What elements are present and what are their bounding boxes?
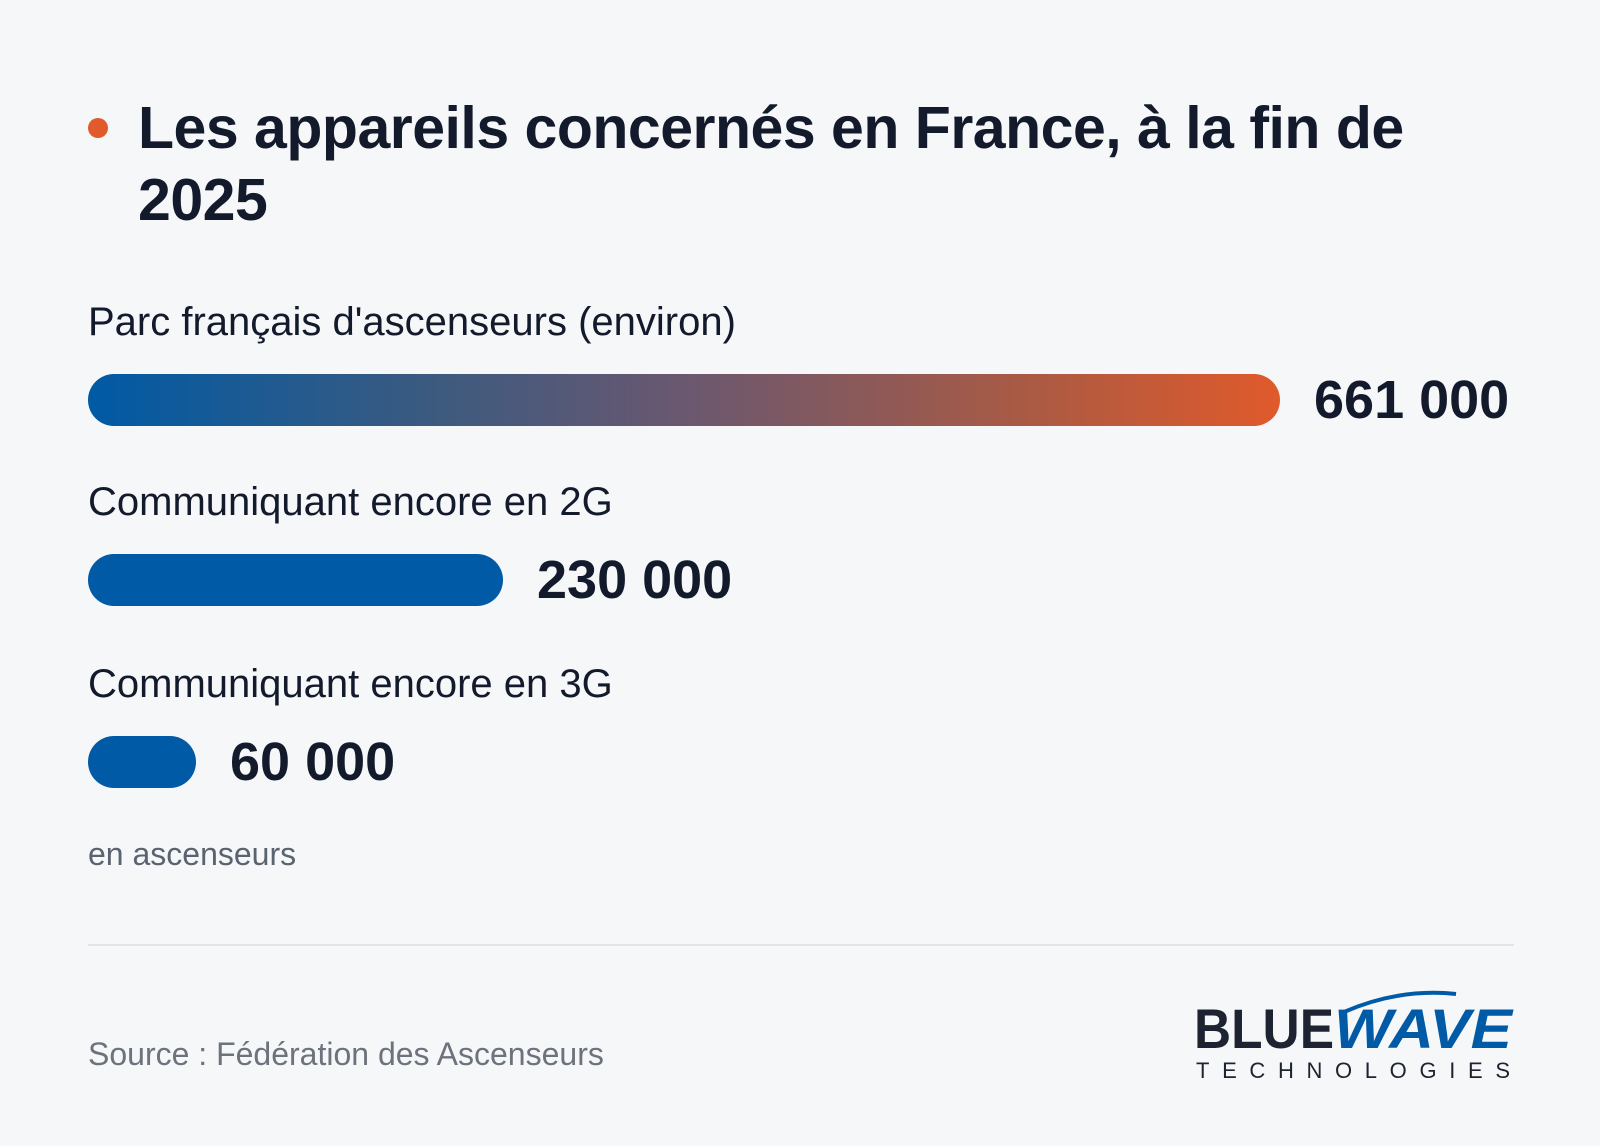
footer-divider bbox=[88, 944, 1514, 946]
bar-label: Parc français d'ascenseurs (environ) bbox=[88, 300, 736, 344]
logo-swoosh bbox=[1343, 990, 1457, 1014]
title-bullet-icon bbox=[88, 118, 108, 138]
source-text: Source : Fédération des Ascenseurs bbox=[88, 1036, 604, 1072]
bar-value-label: 60 000 bbox=[230, 732, 396, 792]
bar-value-label: 661 000 bbox=[1314, 370, 1510, 430]
bar-label: Communiquant encore en 3G bbox=[88, 662, 613, 706]
unit-note: en ascenseurs bbox=[88, 836, 297, 872]
bar bbox=[88, 736, 196, 788]
bar-row-parc: Parc français d'ascenseurs (environ) 661… bbox=[88, 298, 1528, 430]
bar bbox=[88, 374, 1280, 426]
logo-word-wave: WAVE bbox=[1334, 997, 1514, 1060]
bar-row-3g: Communiquant encore en 3G 60 000 bbox=[88, 660, 1528, 792]
bar-label: Communiquant encore en 2G bbox=[88, 480, 613, 524]
chart-title: Les appareils concernés en France, à la … bbox=[138, 95, 1404, 233]
chart-title-block: Les appareils concernés en France, à la … bbox=[88, 92, 1508, 236]
bluewave-logo-icon: BLUE WAVE TECHNOLOGIES bbox=[1194, 990, 1514, 1082]
bar bbox=[88, 554, 503, 606]
bar-value-label: 230 000 bbox=[537, 550, 733, 610]
logo-word-blue: BLUE bbox=[1194, 997, 1334, 1060]
logo-tagline: TECHNOLOGIES bbox=[1196, 1058, 1510, 1082]
bluewave-logo: BLUE WAVE TECHNOLOGIES bbox=[1194, 990, 1514, 1082]
bar-row-2g: Communiquant encore en 2G 230 000 bbox=[88, 478, 1528, 610]
